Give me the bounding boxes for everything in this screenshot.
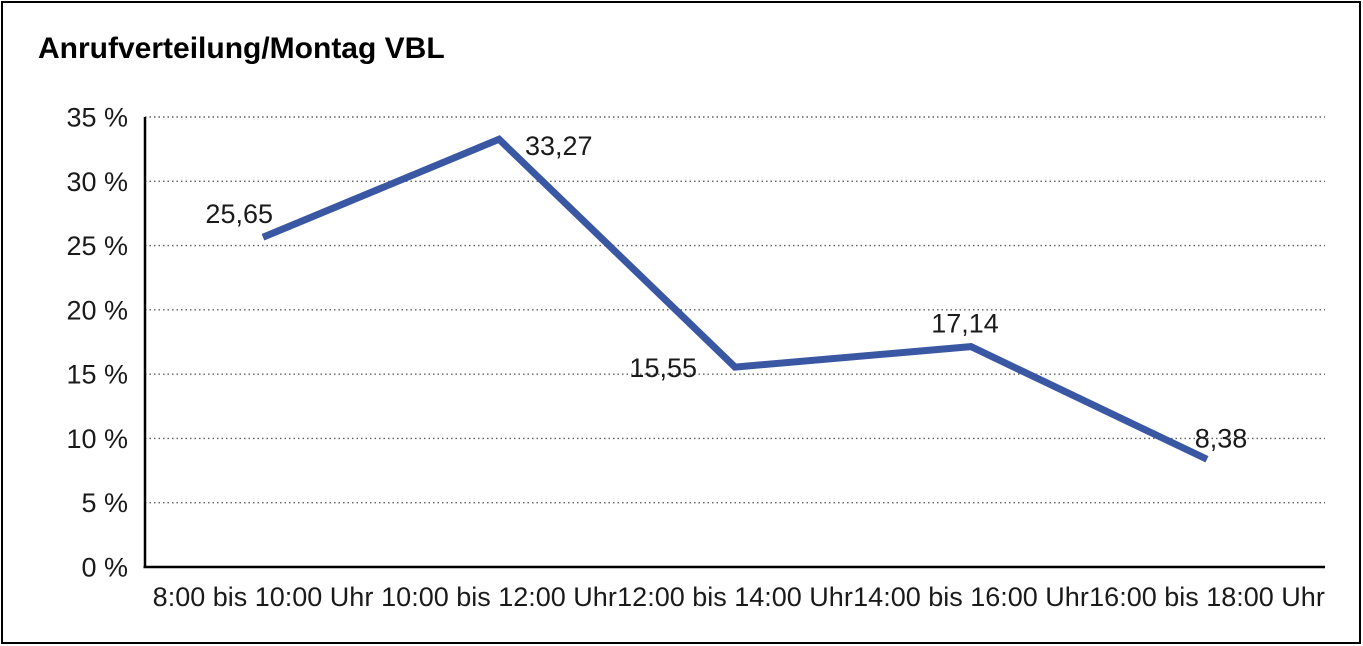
data-value-label: 8,38 <box>1195 423 1248 453</box>
y-tick-label: 5 % <box>81 488 128 518</box>
x-category-label: 12:00 bis 14:00 Uhr <box>617 582 853 612</box>
y-tick-label: 25 % <box>66 231 128 261</box>
x-tick-labels: 8:00 bis 10:00 Uhr 10:00 bis 12:00 Uhr 12:… <box>153 582 1325 612</box>
axes <box>143 117 1325 569</box>
data-series-line <box>261 135 1209 463</box>
chart-title: Anrufverteilung/Montag VBL <box>38 32 445 65</box>
x-category-label: 10:00 bis 12:00 Uhr <box>381 582 617 612</box>
y-tick-labels: 0 % 5 % 10 % 15 % 20 % 25 % 30 % 35 % <box>66 103 128 583</box>
y-tick-label: 0 % <box>81 553 128 583</box>
data-labels: 25,65 33,27 15,55 17,14 8,38 <box>205 131 1247 453</box>
gridlines <box>145 116 1325 504</box>
data-value-label: 33,27 <box>525 131 593 161</box>
y-tick-label: 20 % <box>66 295 128 325</box>
data-value-label: 15,55 <box>629 353 697 383</box>
x-category-label: 16:00 bis 18:00 Uhr <box>1089 582 1325 612</box>
y-tick-label: 10 % <box>66 424 128 454</box>
y-tick-label: 15 % <box>66 360 128 390</box>
y-tick-label: 35 % <box>66 103 128 133</box>
x-category-label: 14:00 bis 16:00 Uhr <box>853 582 1089 612</box>
data-value-label: 17,14 <box>931 309 999 339</box>
y-tick-label: 30 % <box>66 167 128 197</box>
data-value-label: 25,65 <box>205 199 273 229</box>
x-category-label: 8:00 bis 10:00 Uhr <box>153 582 374 612</box>
